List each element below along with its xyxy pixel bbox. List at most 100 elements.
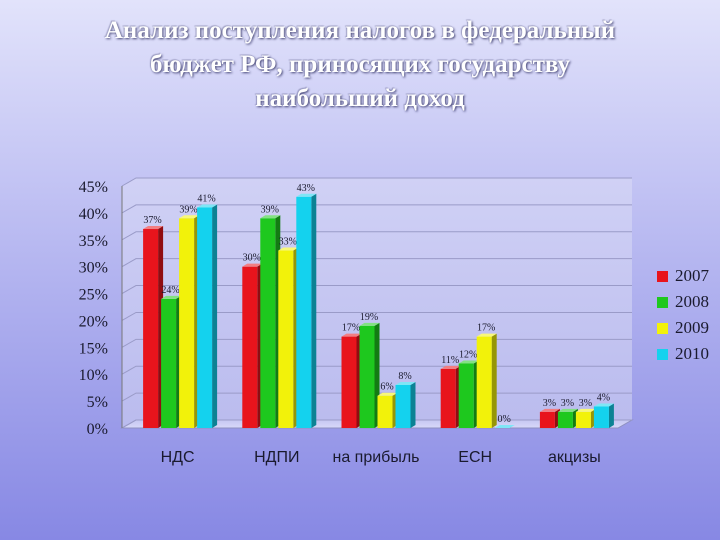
bar-НДПИ-2010 (296, 193, 317, 428)
bar-top (395, 381, 416, 385)
bar-side (311, 193, 317, 428)
bar-front (197, 207, 213, 428)
data-label: 39% (261, 204, 279, 215)
bar-top (575, 408, 596, 412)
data-label: 12% (459, 349, 477, 360)
bar-top (557, 408, 578, 412)
x-tick-label: на прибыль (332, 449, 419, 466)
data-label: 24% (161, 285, 179, 296)
bar-top (143, 226, 164, 230)
bar-top (296, 193, 317, 197)
bar-top (593, 403, 614, 407)
bar-ЕСН-2010 (494, 425, 515, 428)
x-tick-label: НДС (161, 449, 195, 466)
bar-НДПИ-2008 (260, 215, 281, 428)
bar-front (476, 336, 492, 428)
data-label: 19% (360, 312, 378, 323)
bar-top (278, 247, 299, 251)
bar-ЕСН-2007 (440, 365, 461, 428)
bar-НДС-2008 (161, 295, 182, 428)
x-tick-label: НДПИ (254, 449, 299, 466)
bar-top (539, 408, 560, 412)
x-tick-label: акцизы (548, 449, 601, 466)
y-tick-label: 5% (87, 394, 108, 411)
y-tick-label: 15% (79, 340, 108, 357)
data-label: 3% (561, 398, 574, 409)
bar-акцизы-2007 (539, 408, 560, 428)
legend-item-2008: 2008 (657, 292, 709, 312)
bar-front (377, 395, 393, 428)
slide-title: Анализ поступления налогов в федеральный… (104, 17, 616, 112)
bars: 37%24%39%41%30%39%33%43%17%19%6%8%11% 12%… (143, 183, 614, 428)
data-label: 11% (441, 355, 459, 366)
bar-front (260, 218, 276, 428)
bar-top (458, 360, 479, 364)
data-label: 17% (342, 323, 360, 334)
bar-front (395, 384, 411, 428)
legend-label: 2007 (675, 266, 709, 285)
legend-item-2009: 2009 (657, 318, 709, 338)
x-axis: НДС НДПИ на прибыль ЕСН акцизы (161, 449, 601, 466)
y-tick-label: 20% (79, 313, 108, 330)
data-label: 17% (477, 323, 495, 334)
data-label: 4% (597, 392, 610, 403)
bar-front (296, 196, 312, 428)
data-label: 6% (380, 382, 393, 393)
legend-label: 2009 (675, 318, 709, 337)
bar-на прибыль-2007 (341, 333, 362, 428)
bar-front (359, 325, 375, 428)
legend-swatch (657, 270, 668, 282)
y-tick-label: 45% (79, 179, 108, 196)
data-label: 39% (179, 204, 197, 215)
gridline (121, 177, 632, 187)
y-tick-label: 0% (87, 421, 108, 438)
gridline (121, 231, 632, 241)
gridline (121, 338, 632, 348)
data-label: 3% (543, 398, 556, 409)
bar-front (557, 411, 573, 428)
data-label: 43% (297, 183, 315, 194)
bar-front (593, 406, 609, 428)
bar-акцизы-2010 (593, 403, 614, 428)
bar-front (278, 250, 294, 428)
y-tick-label: 10% (79, 367, 108, 384)
bar-front (143, 229, 159, 428)
legend-item-2007: 2007 (657, 266, 709, 286)
bar-front (539, 411, 555, 428)
bar-top (440, 365, 461, 369)
bar-side (410, 381, 416, 428)
legend-label: 2010 (675, 344, 709, 363)
data-label: 30% (243, 253, 261, 264)
bar-НДС-2007 (143, 226, 164, 428)
bar-side (608, 403, 614, 428)
y-tick-label: 25% (79, 287, 108, 304)
y-tick-label: 30% (79, 260, 108, 277)
gridline (121, 258, 632, 268)
data-label: 8% (398, 371, 411, 382)
y-axis: 0% 5% 10% 15% 20% 25% 30% 35% 40% 45% (79, 179, 108, 438)
bar-front (458, 363, 474, 428)
data-label: 0% (498, 414, 511, 425)
legend: 2007 2008 2009 2010 (657, 266, 709, 364)
x-tick-label: ЕСН (458, 449, 492, 466)
gridline (121, 311, 632, 321)
bar-top (242, 263, 263, 267)
bar-front (341, 336, 357, 428)
bar-НДПИ-2007 (242, 263, 263, 428)
y-tick-label: 35% (79, 233, 108, 250)
data-label: 37% (143, 215, 161, 226)
y-tick-label: 40% (79, 206, 108, 223)
bar-на прибыль-2010 (395, 381, 416, 428)
data-label: 3% (579, 398, 592, 409)
bar-top (341, 333, 362, 337)
bar-ЕСН-2008 (458, 360, 479, 428)
bar-top (161, 295, 182, 299)
legend-swatch (657, 296, 668, 308)
legend-item-2010: 2010 (657, 344, 709, 364)
bar-front (179, 218, 195, 428)
bar-top (179, 215, 200, 219)
bar-top (359, 322, 380, 326)
bar-на прибыль-2008 (359, 322, 380, 428)
data-label: 41% (197, 194, 215, 205)
